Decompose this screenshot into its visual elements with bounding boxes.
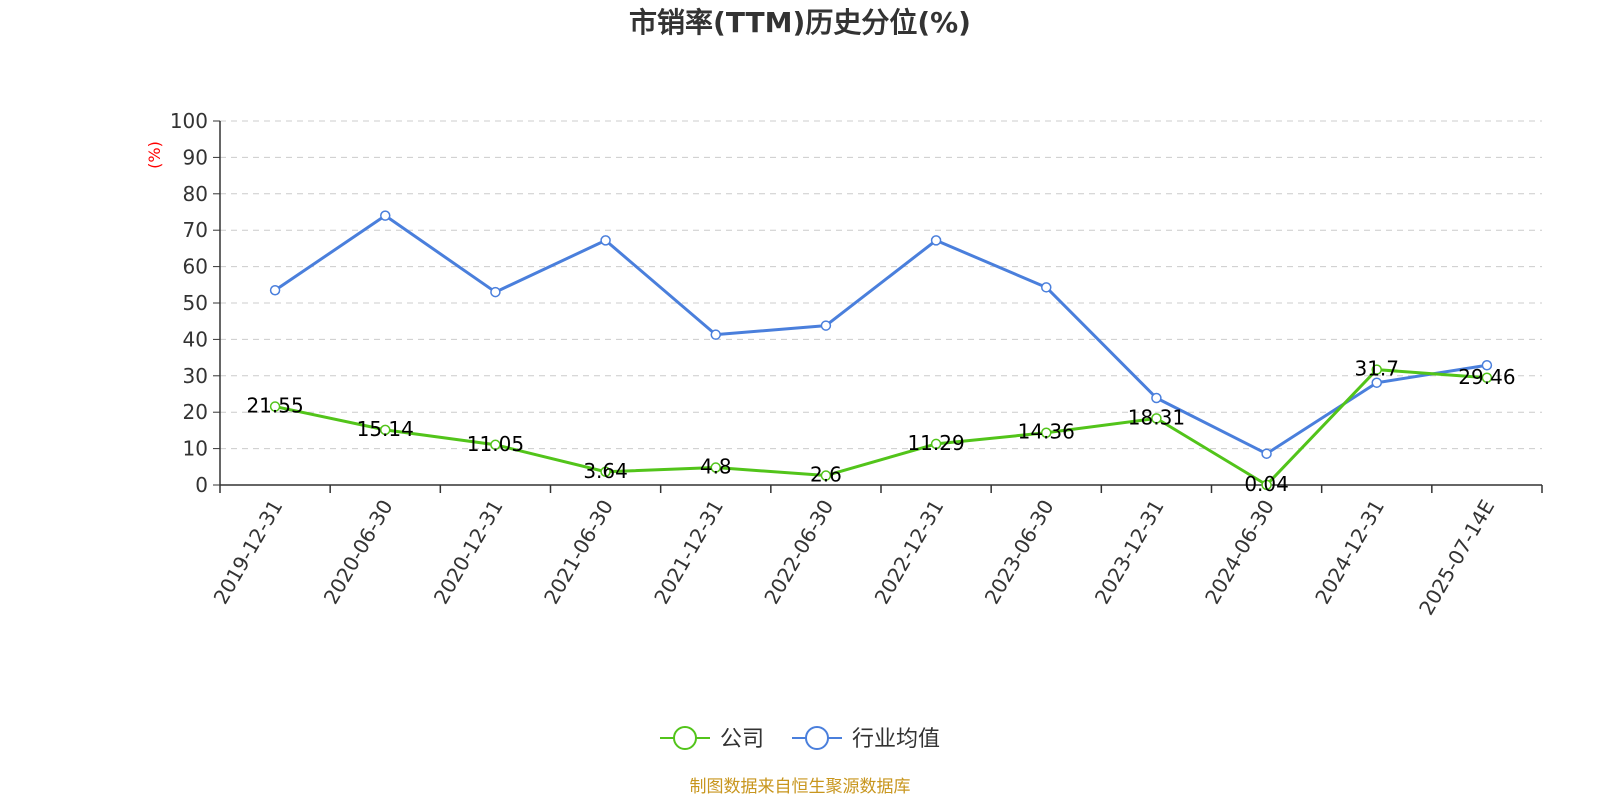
data-label: 29.46 xyxy=(1458,365,1515,389)
y-axis-unit: (%) xyxy=(145,141,164,169)
y-tick-label: 70 xyxy=(183,218,208,242)
series-line xyxy=(274,368,1488,487)
y-tick-label: 20 xyxy=(183,400,208,424)
data-label: 14.36 xyxy=(1018,420,1075,444)
data-label: 11.29 xyxy=(907,431,964,455)
legend-label: 公司 xyxy=(720,727,764,752)
data-point xyxy=(490,439,501,451)
series-行业均值 xyxy=(269,210,1493,459)
data-point xyxy=(1261,479,1272,491)
data-point xyxy=(1371,364,1382,375)
data-label: 21.55 xyxy=(246,394,303,418)
y-tick-label: 60 xyxy=(183,255,208,279)
x-tick-label: 2023-06-30 xyxy=(980,496,1059,609)
data-point xyxy=(490,286,501,298)
data-point xyxy=(820,320,832,331)
data-point xyxy=(820,470,832,481)
y-tick-label: 100 xyxy=(170,109,208,133)
legend-marker xyxy=(673,726,697,750)
series-line xyxy=(274,214,1488,456)
series-lines xyxy=(269,210,1493,491)
x-tick-label: 2020-06-30 xyxy=(319,496,398,609)
data-label: 4.8 xyxy=(700,455,732,479)
grid-lines xyxy=(220,120,1542,450)
data-point xyxy=(1481,359,1493,371)
source-note: 制图数据来自恒生聚源数据库 xyxy=(690,777,911,797)
x-tick-label: 2023-12-31 xyxy=(1090,496,1169,609)
y-tick-label: 80 xyxy=(183,182,208,206)
x-tick-label: 2021-12-31 xyxy=(649,496,728,609)
data-point xyxy=(600,466,611,478)
data-point xyxy=(380,424,391,436)
x-tick-label: 2022-12-31 xyxy=(870,495,949,608)
data-point xyxy=(380,210,391,221)
data-point xyxy=(1151,392,1162,404)
y-tick-label: 10 xyxy=(183,437,208,461)
y-tick-label: 30 xyxy=(183,364,208,388)
y-tick-label: 0 xyxy=(195,473,208,497)
data-point xyxy=(1041,427,1052,438)
series-公司 xyxy=(269,364,1493,491)
data-point xyxy=(1151,413,1162,424)
y-tick-label: 40 xyxy=(183,327,208,351)
data-point xyxy=(710,329,721,340)
legend-item-行业均值[interactable]: 行业均值 xyxy=(792,726,940,752)
x-tick-label: 2024-06-30 xyxy=(1200,496,1279,609)
data-label: 11.05 xyxy=(467,432,524,456)
data-point xyxy=(269,401,281,412)
data-point xyxy=(930,235,942,246)
chart-title: 市销率(TTM)历史分位(%) xyxy=(629,6,971,39)
y-tick-label: 50 xyxy=(183,291,208,315)
data-point xyxy=(600,235,611,246)
axes: 0 10 20 30 40 50 60 70 80 90 100 2019-12-31 2020-06-… xyxy=(170,109,1543,620)
data-label: 31.7 xyxy=(1354,357,1399,381)
data-point xyxy=(269,285,281,296)
x-tick-label: 2021-06-30 xyxy=(539,496,618,609)
legend-item-公司[interactable]: 公司 xyxy=(660,726,764,752)
data-labels: 21.55 15.14 11.05 3.64 4.8 2.6 11.29 14.36 18.31… xyxy=(246,357,1515,496)
x-tick-label: 2020-12-31 xyxy=(429,495,508,608)
data-label: 0.04 xyxy=(1244,472,1289,496)
data-point xyxy=(930,438,942,450)
data-label: 15.14 xyxy=(357,417,414,441)
x-tick-label: 2022-06-30 xyxy=(759,496,838,609)
legend-marker xyxy=(805,726,829,750)
x-tick-label: 2024-12-31 xyxy=(1310,496,1389,609)
y-tick-label: 90 xyxy=(183,145,208,169)
data-label: 18.31 xyxy=(1128,405,1185,429)
data-point xyxy=(710,462,721,473)
legend-label: 行业均值 xyxy=(852,727,940,752)
data-point xyxy=(1261,448,1272,459)
legend[interactable]: 公司 行业均值 xyxy=(660,726,940,752)
data-label: 3.64 xyxy=(583,459,628,483)
x-tick-label: 2025-07-14E xyxy=(1414,496,1499,620)
data-point xyxy=(1371,377,1382,388)
data-label: 2.6 xyxy=(810,463,842,487)
data-point xyxy=(1481,372,1493,384)
x-tick-label: 2019-12-31 xyxy=(209,496,288,609)
data-point xyxy=(1041,282,1052,293)
